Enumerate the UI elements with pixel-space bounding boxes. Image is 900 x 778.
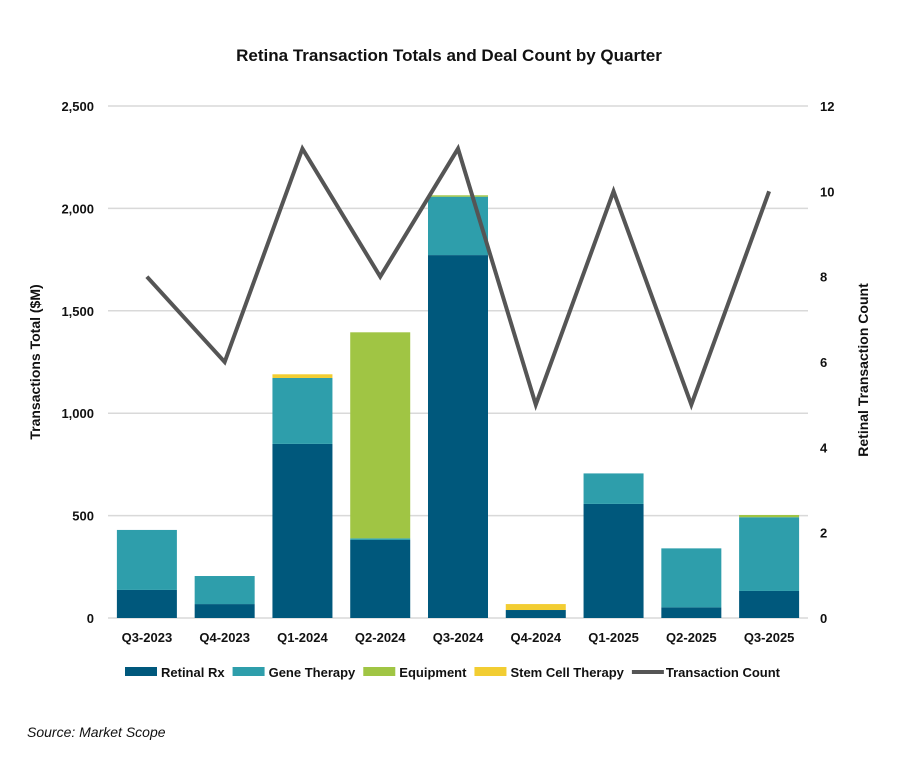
y2-tick-label: 6 bbox=[820, 355, 827, 370]
bar-stem-cell-therapy bbox=[505, 604, 566, 611]
bar-retinal-rx bbox=[194, 604, 255, 618]
legend-swatch bbox=[474, 667, 507, 676]
x-tick-label: Q1-2024 bbox=[277, 630, 328, 645]
bar-retinal-rx bbox=[272, 443, 333, 618]
y2-axis-label: Retinal Transaction Count bbox=[855, 283, 871, 457]
bar-gene-therapy bbox=[194, 576, 255, 605]
bar-stem-cell-therapy bbox=[272, 374, 333, 378]
legend-swatch bbox=[363, 667, 396, 676]
y-axis-label: Transactions Total ($M) bbox=[27, 284, 43, 439]
x-tick-label: Q2-2024 bbox=[355, 630, 406, 645]
y2-tick-label: 10 bbox=[820, 184, 834, 199]
y2-tick-label: 12 bbox=[820, 99, 834, 114]
bar-equipment bbox=[350, 332, 411, 539]
x-tick-label: Q1-2025 bbox=[588, 630, 639, 645]
x-tick-label: Q3-2023 bbox=[122, 630, 173, 645]
y-tick-label: 1,000 bbox=[61, 406, 94, 421]
bar-gene-therapy bbox=[428, 196, 488, 256]
legend-label: Gene Therapy bbox=[269, 665, 356, 680]
bar-gene-therapy bbox=[116, 529, 177, 590]
legend-label: Retinal Rx bbox=[161, 665, 225, 680]
legend-label: Equipment bbox=[399, 665, 467, 680]
y-tick-label: 1,500 bbox=[61, 304, 94, 319]
bar-retinal-rx bbox=[428, 255, 488, 618]
bar-gene-therapy bbox=[272, 377, 333, 444]
bar-gene-therapy bbox=[583, 473, 644, 504]
y-tick-label: 2,500 bbox=[61, 99, 94, 114]
x-tick-label: Q4-2024 bbox=[510, 630, 561, 645]
legend-swatch bbox=[125, 667, 157, 676]
legend-label: Transaction Count bbox=[666, 665, 781, 680]
legend-swatch bbox=[232, 667, 265, 676]
bar-retinal-rx bbox=[661, 607, 722, 618]
bar-retinal-rx bbox=[116, 589, 177, 618]
x-tick-label: Q4-2023 bbox=[199, 630, 250, 645]
x-tick-label: Q3-2024 bbox=[433, 630, 484, 645]
bar-equipment bbox=[739, 514, 800, 518]
bar-gene-therapy bbox=[661, 548, 722, 608]
bar-retinal-rx bbox=[505, 610, 566, 618]
bar-gene-therapy bbox=[739, 517, 800, 591]
y-tick-label: 2,000 bbox=[61, 201, 94, 216]
y2-tick-label: 8 bbox=[820, 270, 827, 285]
y2-tick-label: 0 bbox=[820, 611, 827, 626]
chart-title: Retina Transaction Totals and Deal Count… bbox=[236, 46, 662, 65]
legend-label: Stem Cell Therapy bbox=[510, 665, 624, 680]
x-tick-label: Q3-2025 bbox=[744, 630, 795, 645]
y-tick-label: 500 bbox=[72, 509, 94, 524]
bar-retinal-rx bbox=[583, 503, 644, 618]
y-tick-label: 0 bbox=[87, 611, 94, 626]
bar-gene-therapy bbox=[350, 538, 411, 540]
y2-tick-label: 4 bbox=[820, 440, 828, 455]
bar-equipment bbox=[428, 195, 488, 197]
bar-retinal-rx bbox=[739, 590, 800, 618]
y2-tick-label: 2 bbox=[820, 526, 827, 541]
source-note: Source: Market Scope bbox=[27, 724, 166, 740]
bar-retinal-rx bbox=[350, 539, 411, 618]
x-tick-label: Q2-2025 bbox=[666, 630, 717, 645]
